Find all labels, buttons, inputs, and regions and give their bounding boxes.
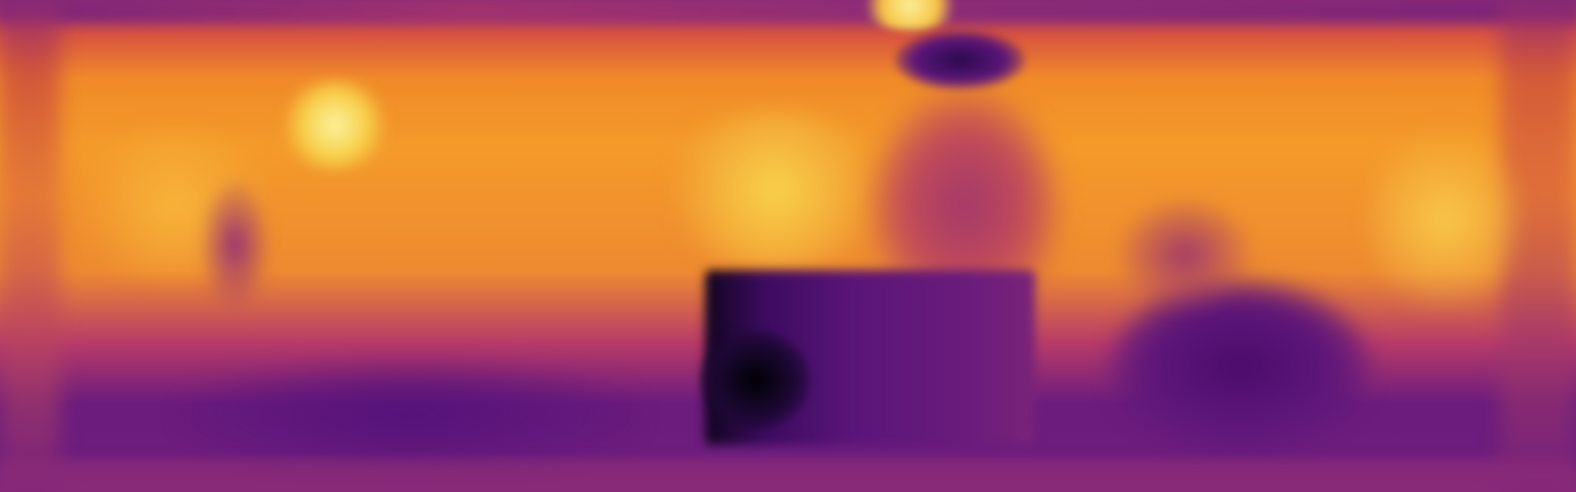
yellow-glow-right xyxy=(1370,120,1520,320)
left-purple-pillar xyxy=(200,180,270,310)
right-mid-shadow xyxy=(1120,200,1250,310)
top-bright-spot xyxy=(860,0,960,30)
top-edge-band xyxy=(0,0,1576,22)
dark-object-top xyxy=(895,30,1025,90)
left-floor-shadow xyxy=(180,360,640,470)
bright-light-spot xyxy=(280,80,390,170)
bottom-edge-band xyxy=(0,460,1576,492)
darkest-spot xyxy=(700,330,810,430)
yellow-glow-center xyxy=(660,110,890,270)
left-edge-band xyxy=(0,0,60,492)
right-furniture-shadow xyxy=(1110,280,1370,450)
